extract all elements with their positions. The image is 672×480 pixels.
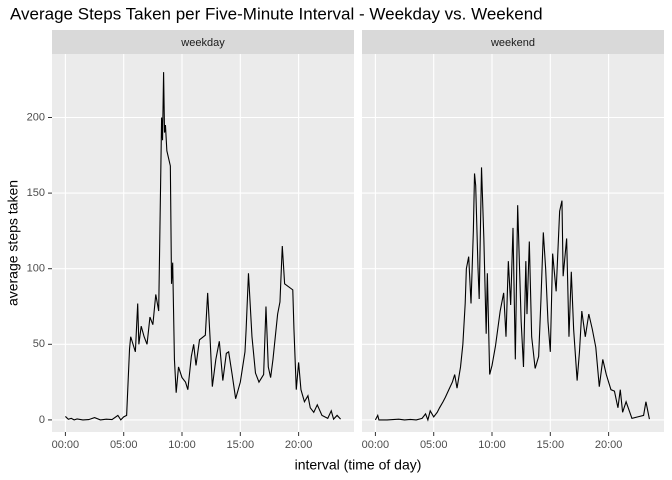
y-tick-label: 150 [27, 187, 45, 199]
x-tick-label: 20:00 [285, 439, 313, 451]
x-tick-label: 15:00 [537, 439, 565, 451]
chart-title: Average Steps Taken per Five-Minute Inte… [10, 4, 543, 23]
y-tick-label: 100 [27, 263, 45, 275]
data-line [65, 72, 341, 421]
x-tick-label: 00:00 [52, 439, 80, 451]
x-tick-label: 15:00 [227, 439, 255, 451]
data-line [374, 167, 650, 422]
strip-label: weekday [180, 37, 225, 49]
x-tick-label: 05:00 [110, 439, 138, 451]
x-tick-label: 10:00 [168, 439, 196, 451]
y-tick-label: 0 [39, 414, 45, 426]
x-axis-label: interval (time of day) [295, 457, 422, 473]
strip-background [362, 30, 664, 54]
y-tick-label: 200 [27, 111, 45, 123]
y-axis-label: average steps taken [5, 180, 21, 306]
x-tick-label: 10:00 [478, 439, 506, 451]
strip-label: weekend [490, 37, 535, 49]
panel-background [52, 54, 354, 432]
strip-background [52, 30, 354, 54]
y-tick-label: 50 [33, 338, 45, 350]
x-tick-label: 05:00 [420, 439, 448, 451]
x-tick-label: 00:00 [362, 439, 390, 451]
x-tick-label: 20:00 [595, 439, 623, 451]
